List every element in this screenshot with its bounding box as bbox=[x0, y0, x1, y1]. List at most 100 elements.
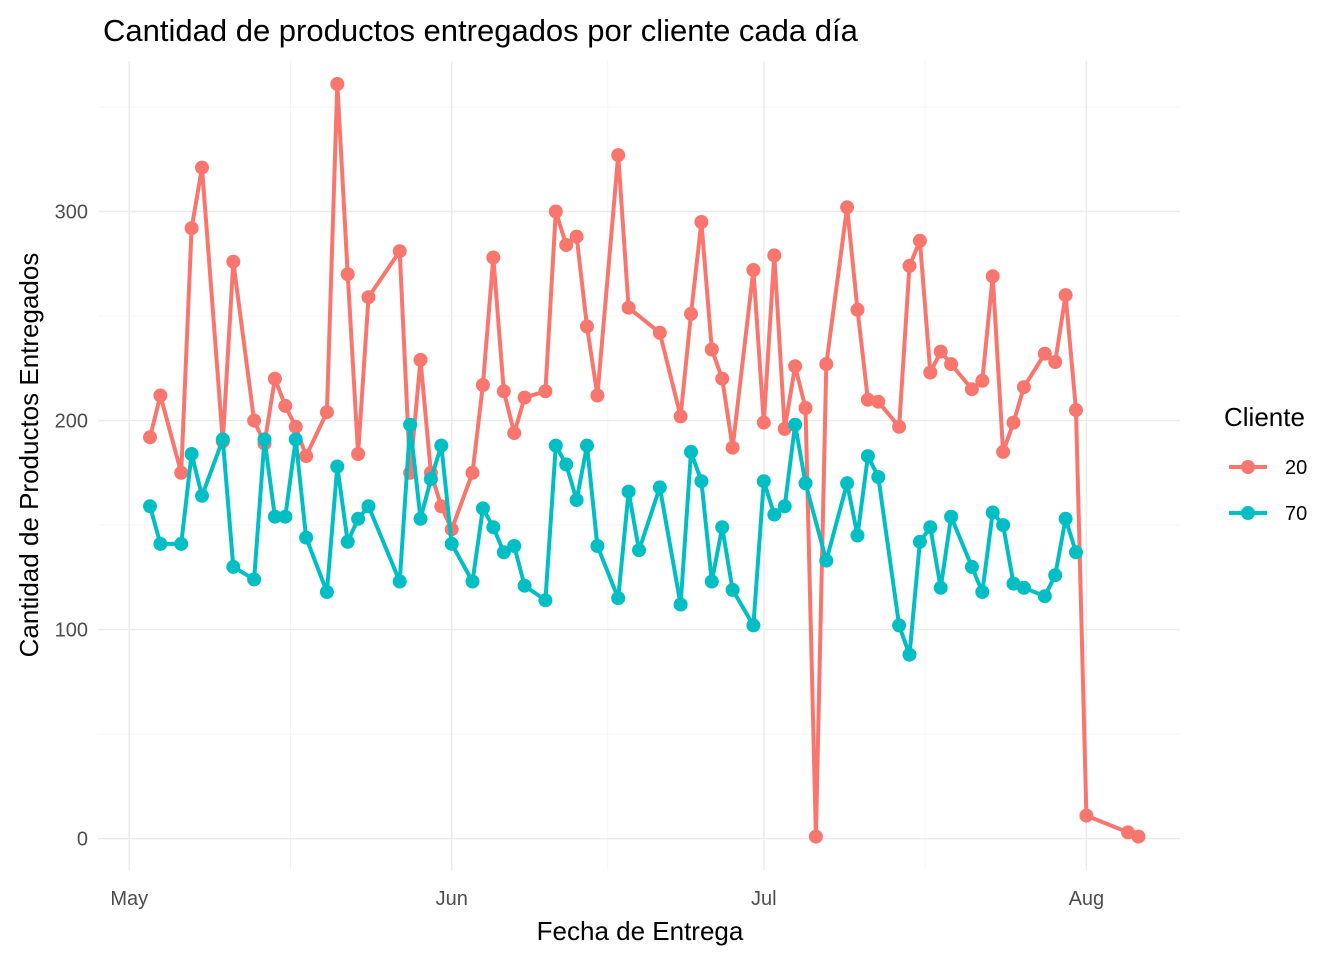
data-point bbox=[964, 559, 979, 574]
data-point bbox=[548, 204, 563, 219]
legend-key-point bbox=[1241, 506, 1255, 520]
data-point bbox=[195, 488, 209, 503]
data-point bbox=[288, 432, 303, 447]
data-point bbox=[871, 394, 886, 409]
data-point bbox=[351, 511, 366, 526]
data-point bbox=[580, 319, 594, 334]
data-point bbox=[1016, 580, 1031, 595]
data-point bbox=[1079, 808, 1094, 823]
data-point bbox=[777, 499, 792, 514]
data-point bbox=[1131, 829, 1146, 844]
series-line bbox=[148, 82, 1141, 839]
data-point bbox=[1069, 403, 1083, 418]
data-point bbox=[153, 536, 168, 551]
data-point bbox=[475, 378, 490, 392]
data-point bbox=[1069, 545, 1083, 560]
data-point bbox=[496, 384, 511, 399]
data-point bbox=[746, 263, 761, 277]
data-point bbox=[1037, 346, 1052, 361]
data-point bbox=[413, 352, 428, 367]
data-point bbox=[1006, 415, 1021, 430]
data-point bbox=[569, 229, 584, 244]
data-point bbox=[1016, 380, 1031, 395]
data-point bbox=[996, 444, 1011, 459]
data-point bbox=[611, 591, 626, 606]
data-point bbox=[933, 344, 948, 359]
data-point bbox=[538, 384, 553, 399]
data-point bbox=[673, 409, 688, 424]
data-point bbox=[944, 357, 959, 372]
data-point bbox=[434, 438, 449, 453]
chart-title: Cantidad de productos entregados por cli… bbox=[103, 13, 859, 48]
data-point bbox=[871, 470, 886, 484]
data-point bbox=[403, 417, 418, 432]
data-point bbox=[621, 484, 636, 499]
data-point bbox=[788, 417, 803, 432]
data-point bbox=[486, 520, 501, 535]
data-point bbox=[413, 511, 428, 526]
data-point bbox=[944, 509, 959, 524]
data-point bbox=[1058, 288, 1073, 303]
data-point bbox=[247, 572, 262, 587]
data-point bbox=[808, 829, 823, 844]
y-tick-label: 0 bbox=[77, 829, 88, 851]
data-point bbox=[1048, 355, 1063, 369]
data-point bbox=[351, 447, 366, 461]
data-point bbox=[684, 444, 698, 459]
y-axis-title: Cantidad de Productos Entregados bbox=[14, 253, 44, 658]
data-point bbox=[392, 244, 407, 259]
data-point bbox=[174, 465, 189, 480]
data-point bbox=[538, 593, 553, 608]
data-point bbox=[392, 574, 407, 589]
data-point bbox=[267, 371, 282, 386]
data-point bbox=[507, 426, 522, 441]
data-point bbox=[580, 438, 594, 453]
y-tick-label: 200 bbox=[55, 411, 88, 433]
data-point bbox=[361, 290, 376, 305]
legend-item: 70 bbox=[1229, 503, 1307, 525]
data-point bbox=[912, 233, 927, 248]
series-70 bbox=[143, 417, 1083, 662]
data-point bbox=[559, 238, 574, 252]
data-point bbox=[975, 585, 990, 599]
data-point bbox=[611, 148, 626, 163]
data-point bbox=[226, 254, 241, 269]
data-point bbox=[1058, 511, 1073, 526]
data-point bbox=[756, 474, 771, 489]
data-point bbox=[548, 438, 563, 453]
data-point bbox=[278, 509, 293, 524]
data-point bbox=[933, 580, 948, 595]
data-point bbox=[465, 465, 480, 480]
data-point bbox=[684, 306, 698, 321]
data-point bbox=[798, 401, 813, 415]
data-point bbox=[694, 474, 709, 489]
data-point bbox=[143, 430, 157, 445]
data-point bbox=[652, 325, 667, 340]
data-point bbox=[632, 543, 646, 558]
data-point bbox=[850, 302, 865, 317]
data-point bbox=[892, 618, 907, 633]
data-point bbox=[517, 390, 532, 405]
data-point bbox=[798, 476, 813, 491]
data-point bbox=[288, 419, 303, 434]
data-point bbox=[247, 413, 262, 428]
data-point bbox=[621, 300, 636, 315]
data-point bbox=[267, 509, 282, 524]
data-point bbox=[559, 457, 574, 472]
legend-item: 20 bbox=[1229, 457, 1307, 479]
data-point bbox=[673, 597, 688, 612]
data-point bbox=[475, 501, 490, 516]
data-point bbox=[767, 248, 782, 263]
data-point bbox=[278, 398, 293, 413]
x-tick-label: Jun bbox=[436, 888, 468, 910]
x-axis-ticks: May Jun Jul Aug bbox=[110, 888, 1104, 910]
data-point bbox=[985, 505, 1000, 520]
series-layer bbox=[143, 77, 1146, 844]
data-point bbox=[840, 200, 855, 215]
data-point bbox=[788, 359, 803, 374]
data-point bbox=[902, 647, 917, 662]
legend-label: 70 bbox=[1285, 503, 1307, 525]
data-point bbox=[725, 582, 740, 597]
legend: Cliente 20 70 bbox=[1224, 402, 1307, 525]
